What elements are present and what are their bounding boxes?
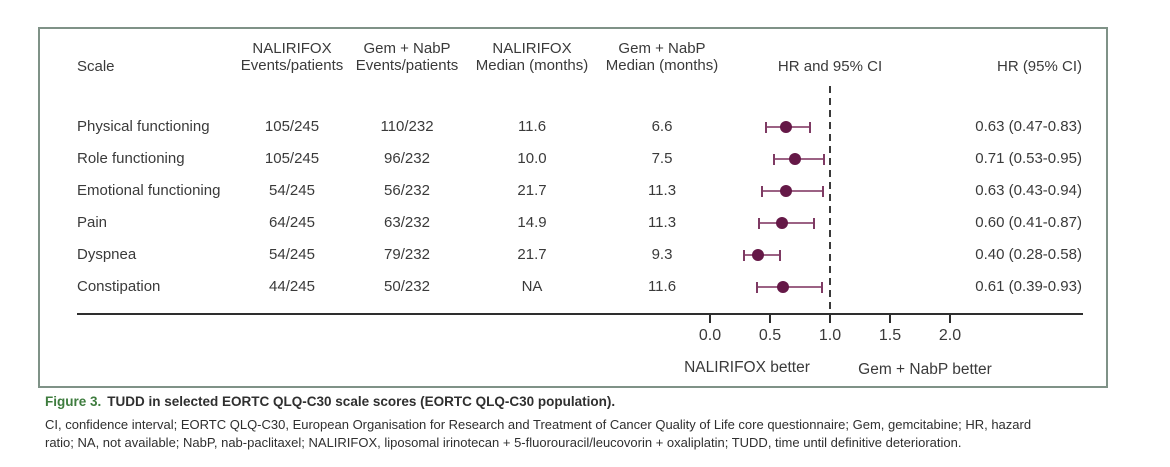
hr-point-marker — [776, 217, 788, 229]
ci-upper-cap — [820, 282, 823, 293]
cell-gem-events: 56/232 — [384, 182, 430, 199]
x-axis-tick-label: 0.5 — [758, 327, 782, 344]
hr-point-marker — [779, 121, 792, 133]
cell-gem-events: 110/232 — [380, 118, 434, 135]
cell-gem-events: 63/232 — [384, 214, 430, 231]
hr-point-marker — [789, 153, 802, 165]
ci-upper-cap — [778, 250, 781, 261]
x-axis-tick-label: 1.0 — [818, 327, 842, 344]
ci-lower-cap — [772, 154, 775, 165]
row-scale-label: Physical functioning — [77, 118, 210, 135]
cell-nalirifox-median: 10.0 — [517, 150, 547, 167]
figure-footnote: CI, confidence interval; EORTC QLQ-C30, … — [45, 416, 1155, 452]
column-header-line: NALIRIFOX — [492, 40, 572, 57]
figure-caption: Figure 3. TUDD in selected EORTC QLQ-C30 … — [45, 394, 615, 409]
cell-gem-median: 11.3 — [647, 214, 677, 231]
row-scale-label: Role functioning — [77, 150, 185, 167]
x-axis-tick — [829, 313, 831, 323]
ci-upper-cap — [808, 122, 811, 133]
cell-hr-ci-text: 0.63 (0.47-0.83) — [975, 118, 1082, 135]
x-axis-tick — [769, 313, 771, 323]
column-header-scale: Scale — [77, 58, 115, 75]
cell-gem-events: 96/232 — [384, 150, 430, 167]
x-axis-tick-label: 1.5 — [878, 327, 902, 344]
column-header-line: Median (months) — [475, 57, 589, 74]
row-scale-label: Dyspnea — [77, 246, 137, 263]
cell-nalirifox-median: 11.6 — [517, 118, 547, 135]
column-header-nalirifox-median: NALIRIFOX Median (months) — [476, 40, 589, 74]
ci-lower-cap — [758, 218, 761, 229]
x-axis-tick — [949, 313, 951, 323]
column-header-line: NALIRIFOX — [252, 40, 332, 57]
row-scale-label: Pain — [77, 214, 108, 231]
cell-nalirifox-median: 21.7 — [517, 182, 547, 199]
cell-nalirifox-events: 64/245 — [269, 214, 315, 231]
cell-nalirifox-median: NA — [521, 278, 543, 295]
x-axis-tick — [709, 313, 711, 323]
cell-hr-ci-text: 0.60 (0.41-0.87) — [975, 214, 1082, 231]
ci-lower-cap — [765, 122, 768, 133]
forest-plot-panel: Scale NALIRIFOX Events/patients Gem + Na… — [38, 27, 1108, 388]
x-axis-tick-label: 2.0 — [938, 327, 962, 344]
ci-upper-cap — [813, 218, 816, 229]
row-scale-label: Constipation — [77, 278, 161, 295]
footnote-line: CI, confidence interval; EORTC QLQ-C30, … — [45, 417, 1032, 432]
cell-hr-ci-text: 0.71 (0.53-0.95) — [975, 150, 1082, 167]
x-axis-tick — [889, 313, 891, 323]
cell-nalirifox-events: 54/245 — [269, 246, 315, 263]
cell-nalirifox-events: 54/245 — [269, 182, 315, 199]
ci-lower-cap — [755, 282, 758, 293]
cell-gem-median: 11.6 — [647, 278, 677, 295]
hr-point-marker — [777, 281, 790, 293]
hr-point-marker — [752, 249, 764, 261]
left-region-label: NALIRIFOX better — [684, 359, 810, 376]
ci-interval-line — [761, 190, 823, 192]
cell-gem-median: 11.3 — [647, 182, 677, 199]
ci-lower-cap — [742, 250, 745, 261]
row-scale-label: Emotional functioning — [77, 182, 221, 199]
column-header-hr-ci: HR (95% CI) — [996, 58, 1082, 75]
cell-nalirifox-median: 21.7 — [517, 246, 547, 263]
cell-gem-median: 7.5 — [651, 150, 673, 167]
cell-nalirifox-events: 44/245 — [269, 278, 315, 295]
ci-upper-cap — [821, 186, 824, 197]
x-axis-tick-label: 0.0 — [698, 327, 722, 344]
ci-upper-cap — [823, 154, 825, 165]
column-header-line: Gem + NabP — [618, 40, 706, 57]
footnote-line: ratio; NA, not available; NabP, nab-pacl… — [45, 435, 962, 450]
cell-hr-ci-text: 0.61 (0.39-0.93) — [975, 278, 1082, 295]
column-header-line: Events/patients — [355, 57, 459, 74]
column-header-line: Events/patients — [240, 57, 344, 74]
ci-interval-line — [756, 286, 822, 288]
column-header-gem-events: Gem + NabP Events/patients — [356, 40, 459, 74]
cell-hr-ci-text: 0.40 (0.28-0.58) — [975, 246, 1082, 263]
column-header-line: Median (months) — [605, 57, 719, 74]
figure-title: TUDD in selected EORTC QLQ-C30 scale sco… — [107, 394, 616, 409]
hr-point-marker — [779, 185, 792, 197]
cell-hr-ci-text: 0.63 (0.43-0.94) — [975, 182, 1082, 199]
column-header-gem-median: Gem + NabP Median (months) — [606, 40, 719, 74]
column-header-hr-plot: HR and 95% CI — [777, 58, 883, 75]
x-axis-line — [77, 313, 1083, 315]
cell-gem-events: 50/232 — [384, 278, 430, 295]
cell-gem-median: 9.3 — [651, 246, 673, 263]
cell-nalirifox-events: 105/245 — [264, 150, 320, 167]
column-header-nalirifox-events: NALIRIFOX Events/patients — [241, 40, 344, 74]
ci-lower-cap — [760, 186, 763, 197]
column-header-line: Gem + NabP — [363, 40, 451, 57]
right-region-label: Gem + NabP better — [858, 361, 992, 378]
cell-gem-events: 79/232 — [384, 246, 430, 263]
cell-nalirifox-events: 105/245 — [264, 118, 320, 135]
cell-gem-median: 6.6 — [651, 118, 673, 135]
figure-number-label: Figure 3. — [45, 394, 102, 409]
cell-nalirifox-median: 14.9 — [517, 214, 547, 231]
reference-line — [829, 86, 831, 313]
